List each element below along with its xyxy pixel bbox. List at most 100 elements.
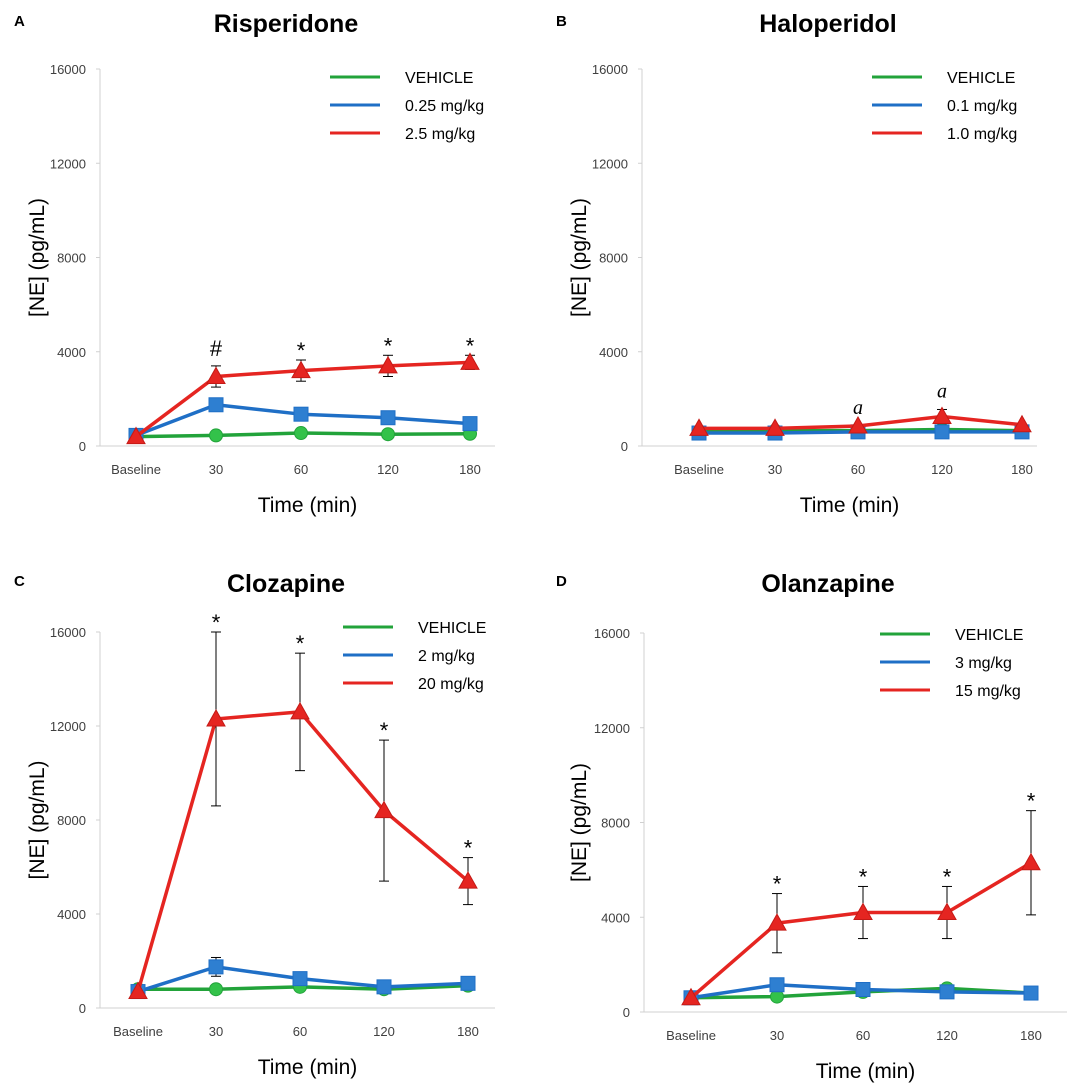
data-point xyxy=(128,981,148,1000)
x-axis-label: Time (min) xyxy=(816,1060,916,1083)
y-axis-label: [NE] (pg/mL) xyxy=(568,763,591,882)
legend-label: 15 mg/kg xyxy=(955,683,1021,700)
x-tick-label: 60 xyxy=(856,1028,870,1043)
x-axis-label: Time (min) xyxy=(258,1056,358,1079)
data-point xyxy=(462,416,478,432)
data-point xyxy=(208,397,224,413)
y-tick-label: 8000 xyxy=(601,816,630,831)
x-tick-label: 30 xyxy=(768,462,782,477)
panel-B: B Haloperidol 0 4000 8000 12000 16000 Baseline 3… xyxy=(556,10,1037,517)
significance-mark: # xyxy=(210,336,223,361)
data-point xyxy=(853,902,873,921)
chart-title: Haloperidol xyxy=(759,10,897,38)
legend-label: VEHICLE xyxy=(418,620,486,637)
data-point xyxy=(208,959,224,975)
x-tick-label: Baseline xyxy=(113,1024,163,1039)
significance-mark: * xyxy=(773,872,782,897)
legend-label: 3 mg/kg xyxy=(955,655,1012,672)
data-point xyxy=(848,415,868,434)
y-tick-label: 12000 xyxy=(594,721,630,736)
y-tick-label: 8000 xyxy=(57,813,86,828)
chart-title: Clozapine xyxy=(227,570,345,598)
legend: VEHICLE 3 mg/kg 15 mg/kg xyxy=(880,627,1023,700)
data-point xyxy=(937,902,957,921)
x-tick-label: 30 xyxy=(770,1028,784,1043)
x-tick-label: 120 xyxy=(931,462,953,477)
data-point xyxy=(681,987,701,1006)
data-point xyxy=(126,426,146,445)
y-tick-label: 12000 xyxy=(50,719,86,734)
data-point xyxy=(1023,985,1039,1001)
x-axis-label: Time (min) xyxy=(258,494,358,517)
x-tick-label: 120 xyxy=(373,1024,395,1039)
significance-mark: * xyxy=(212,610,221,635)
panel-letter: A xyxy=(14,13,25,30)
significance-mark: * xyxy=(380,718,389,743)
data-point xyxy=(934,424,950,440)
legend-label: 2.5 mg/kg xyxy=(405,126,475,143)
data-point xyxy=(460,975,476,991)
y-tick-label: 16000 xyxy=(592,62,628,77)
series-20 mg/kg xyxy=(128,631,478,1000)
data-point xyxy=(376,979,392,995)
chart-title: Risperidone xyxy=(214,10,359,38)
y-tick-label: 12000 xyxy=(592,156,628,171)
legend-label: VEHICLE xyxy=(955,627,1023,644)
x-tick-label: 60 xyxy=(293,1024,307,1039)
legend-label: 2 mg/kg xyxy=(418,648,475,665)
data-point xyxy=(767,913,787,931)
y-axis-label: [NE] (pg/mL) xyxy=(568,198,591,317)
y-tick-label: 4000 xyxy=(599,345,628,360)
x-tick-label: 180 xyxy=(1020,1028,1042,1043)
panel-A: A Risperidone 0 4000 8000 12000 16000 Baseline 3… xyxy=(14,10,495,517)
y-axis-label: [NE] (pg/mL) xyxy=(26,198,49,317)
data-point xyxy=(855,981,871,997)
y-tick-label: 0 xyxy=(79,439,86,454)
legend-label: 20 mg/kg xyxy=(418,676,484,693)
significance-mark: * xyxy=(1027,789,1036,814)
legend-label: 0.1 mg/kg xyxy=(947,98,1017,115)
x-tick-label: 30 xyxy=(209,1024,223,1039)
data-point xyxy=(458,871,478,889)
y-tick-label: 0 xyxy=(623,1005,630,1020)
data-point xyxy=(209,428,223,443)
x-tick-label: 180 xyxy=(1011,462,1033,477)
data-point xyxy=(765,418,785,436)
data-point xyxy=(290,701,310,720)
panel-C: C Clozapine 0 4000 8000 12000 16000 Baseline 30 6… xyxy=(14,570,495,1079)
y-tick-label: 8000 xyxy=(599,251,628,266)
y-axis-label: [NE] (pg/mL) xyxy=(26,760,49,879)
y-tick-label: 4000 xyxy=(57,907,86,922)
chart-title: Olanzapine xyxy=(761,570,894,598)
significance-mark: * xyxy=(384,333,393,358)
x-tick-label: 120 xyxy=(936,1028,958,1043)
significance-mark: * xyxy=(297,338,306,363)
y-tick-label: 16000 xyxy=(50,62,86,77)
significance-mark: * xyxy=(943,864,952,889)
legend: VEHICLE 2 mg/kg 20 mg/kg xyxy=(343,620,486,693)
x-tick-label: 60 xyxy=(851,462,865,477)
y-tick-label: 8000 xyxy=(57,251,86,266)
data-point xyxy=(292,971,308,987)
panel-letter: D xyxy=(556,573,567,590)
series-line xyxy=(136,710,470,993)
data-point xyxy=(293,406,309,422)
series-VEHICLE xyxy=(129,426,477,444)
y-tick-label: 12000 xyxy=(50,156,86,171)
legend-label: 1.0 mg/kg xyxy=(947,126,1017,143)
x-axis-label: Time (min) xyxy=(800,494,900,517)
x-tick-label: Baseline xyxy=(111,462,161,477)
x-tick-label: 180 xyxy=(459,462,481,477)
data-point xyxy=(380,410,396,426)
data-point xyxy=(460,352,480,370)
data-point xyxy=(378,355,398,374)
significance-mark: a xyxy=(937,380,947,402)
legend-label: VEHICLE xyxy=(947,70,1015,87)
significance-mark: * xyxy=(464,836,473,861)
legend: VEHICLE 0.25 mg/kg 2.5 mg/kg xyxy=(330,70,484,143)
x-tick-label: 30 xyxy=(209,462,223,477)
y-tick-label: 0 xyxy=(621,439,628,454)
data-point xyxy=(374,800,394,819)
data-point xyxy=(939,984,955,1000)
